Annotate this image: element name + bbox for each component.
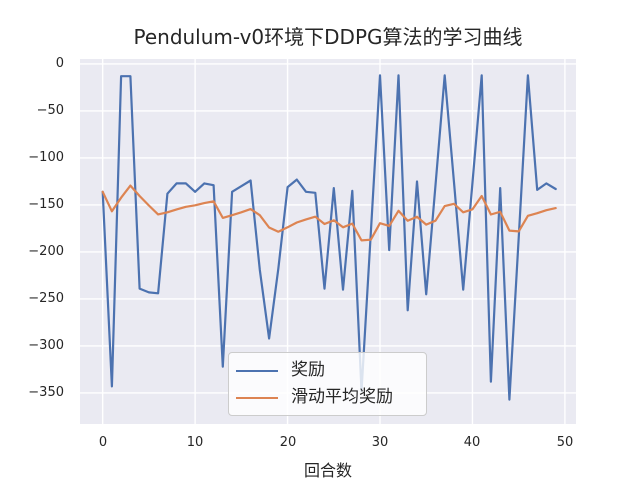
y-tick-label-7: −350 xyxy=(28,385,64,400)
y-tick-label-4: −200 xyxy=(28,244,64,259)
x-tick-label-5: 50 xyxy=(556,435,574,450)
moving-average-line xyxy=(101,184,557,242)
y-tick-label-1: −50 xyxy=(36,103,64,118)
y-tick-label-2: −100 xyxy=(28,150,64,165)
x-tick-label-3: 30 xyxy=(371,435,389,450)
legend-item-reward: 奖励 xyxy=(236,361,426,380)
legend-line-moving-average-sample xyxy=(236,396,278,399)
legend-item-moving-average: 滑动平均奖励 xyxy=(236,388,426,407)
x-tick-label-4: 40 xyxy=(463,435,481,450)
x-axis-label: 回合数 xyxy=(303,461,352,480)
y-tick-label-0: 0 xyxy=(55,56,64,71)
reward-line xyxy=(101,74,557,401)
x-tick-label-1: 10 xyxy=(186,435,204,450)
chart-title: Pendulum-v0环境下DDPG算法的学习曲线 xyxy=(133,25,523,49)
x-tick-label-2: 20 xyxy=(279,435,297,450)
y-tick-label-6: −300 xyxy=(28,338,64,353)
legend-line-reward-sample xyxy=(236,369,278,372)
legend-label-reward: 奖励 xyxy=(291,360,325,380)
x-tick-label-0: 0 xyxy=(98,435,108,450)
y-tick-label-3: −150 xyxy=(28,197,64,212)
legend: 奖励 滑动平均奖励 xyxy=(228,352,427,416)
legend-label-moving-average: 滑动平均奖励 xyxy=(291,387,393,407)
y-tick-label-5: −250 xyxy=(28,291,64,306)
